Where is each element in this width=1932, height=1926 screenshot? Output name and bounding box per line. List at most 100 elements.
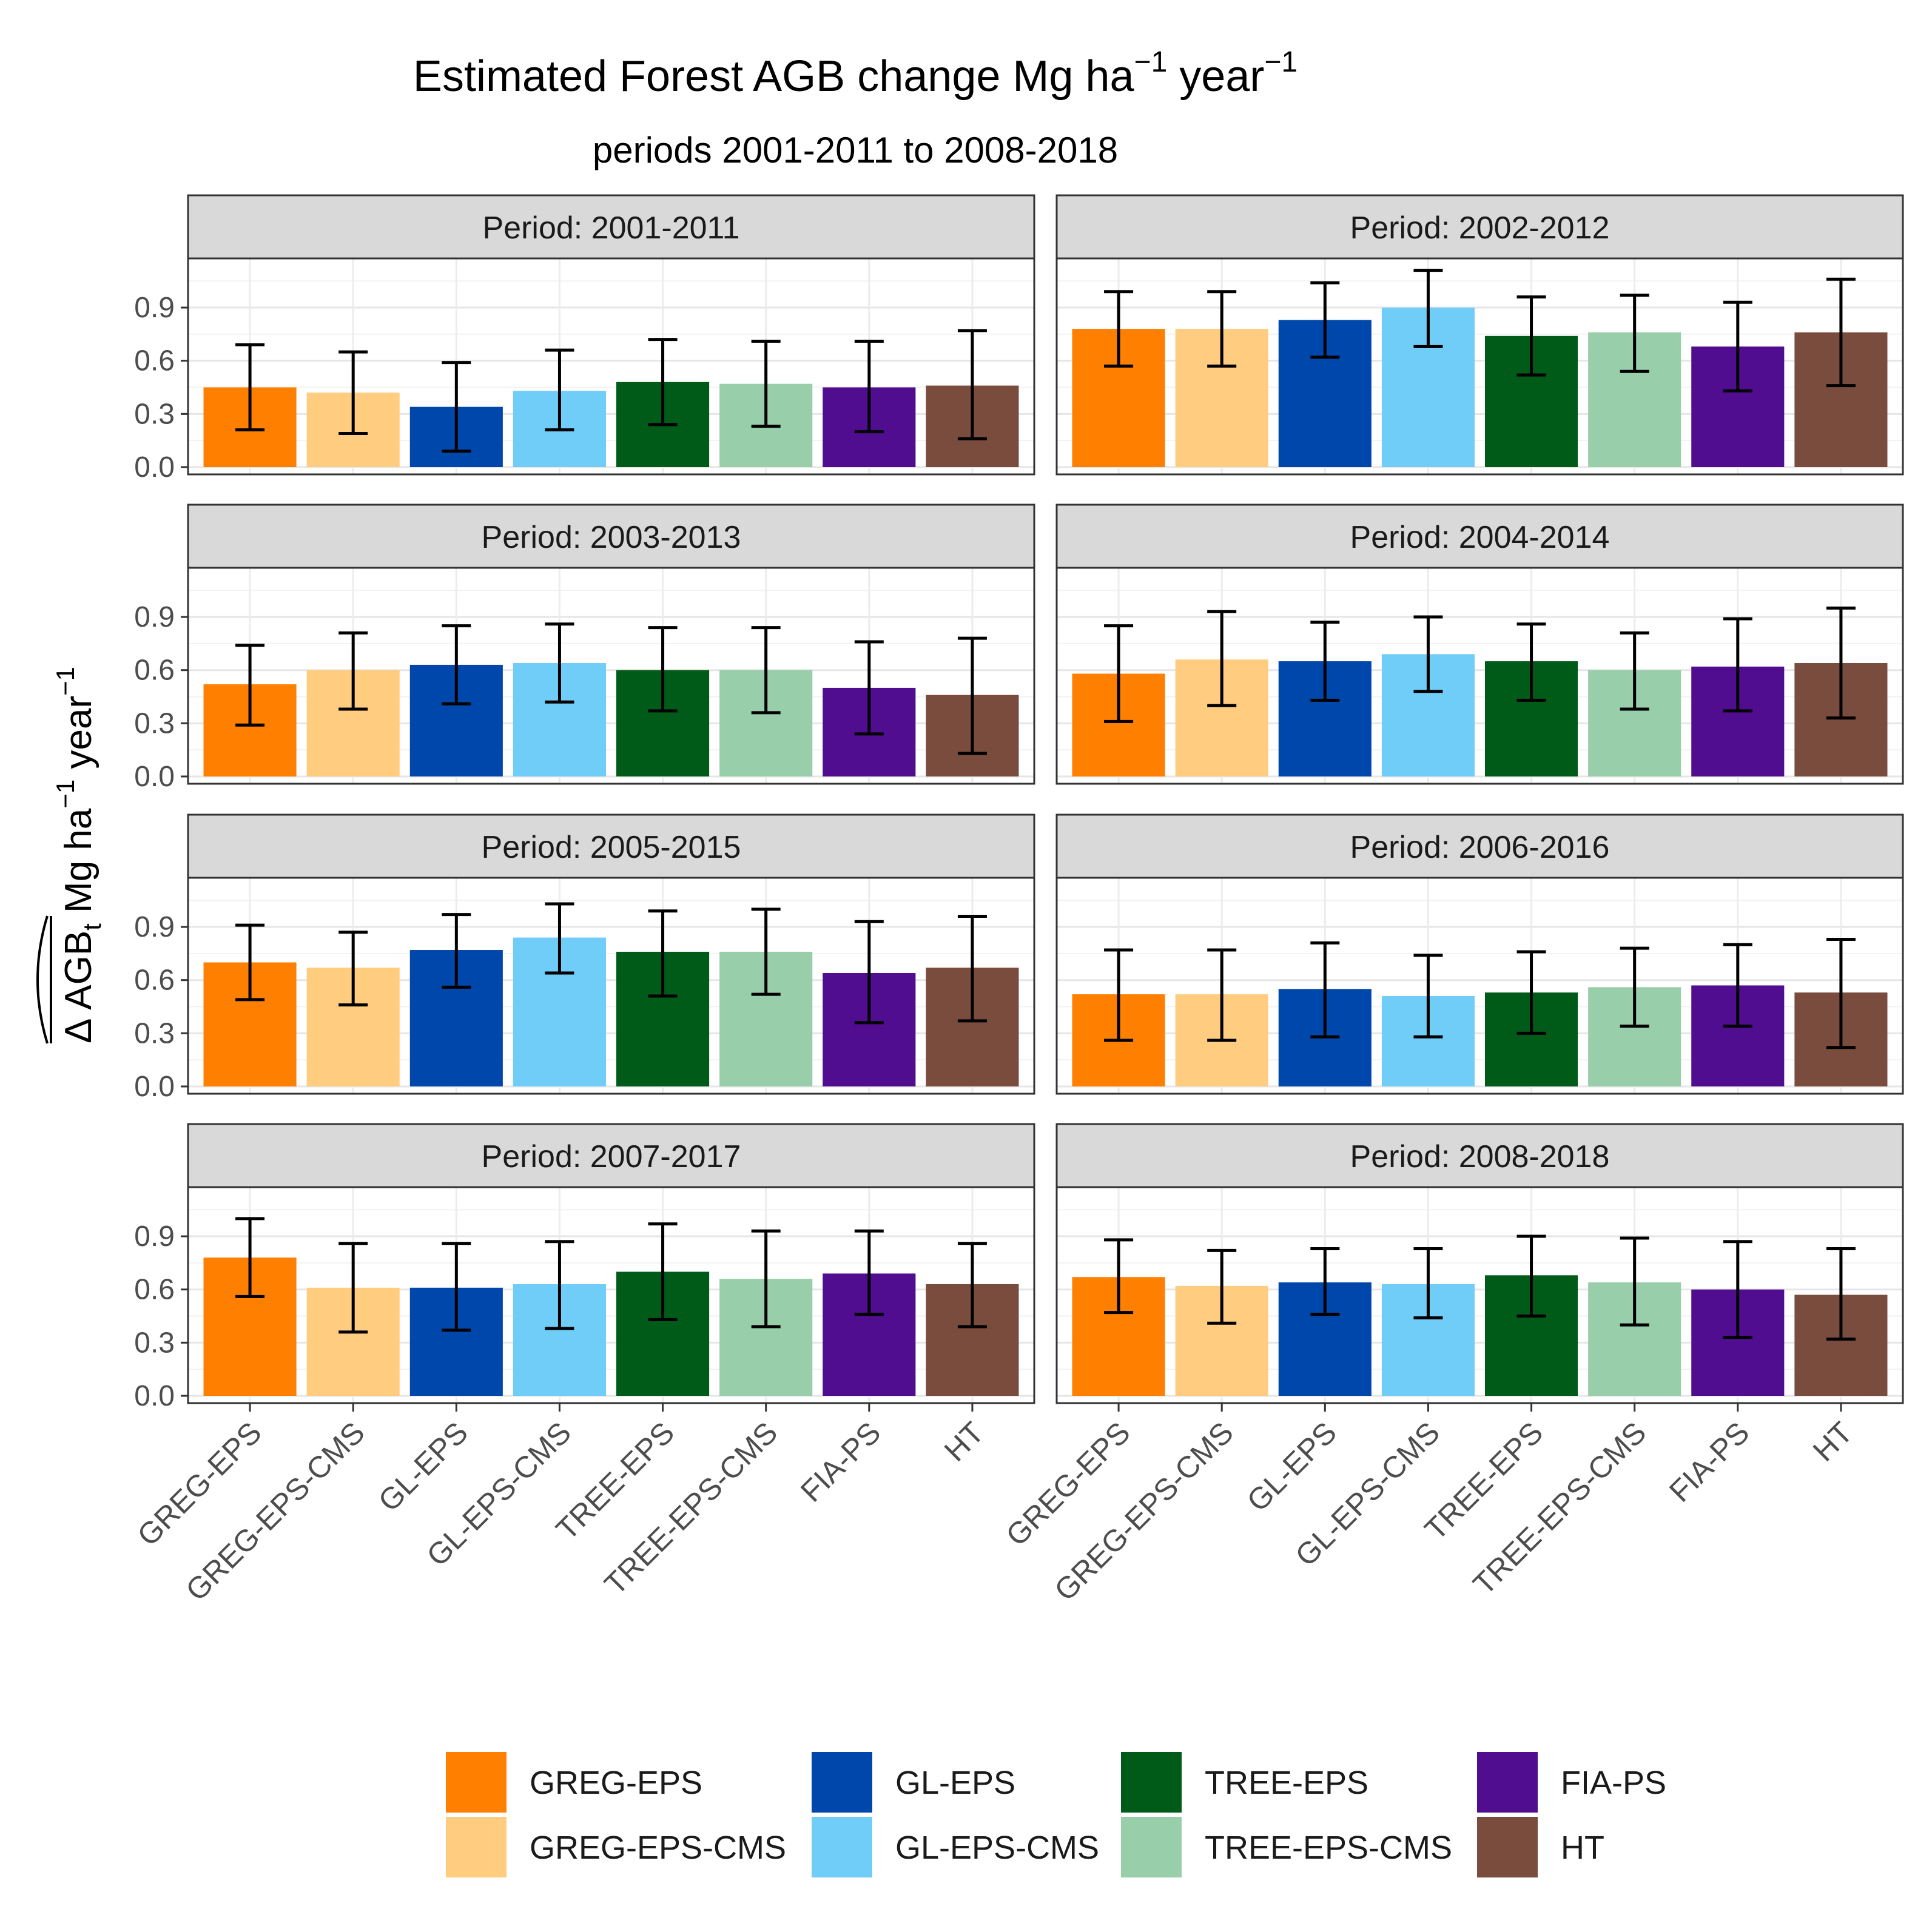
error-bar	[1723, 943, 1752, 1028]
y-tick-label: 0.3	[134, 1017, 175, 1049]
legend-item: GL-EPS-CMS	[812, 1817, 1099, 1877]
error-bar	[1826, 1247, 1856, 1341]
error-bar	[854, 920, 884, 1025]
y-tick-label: 0.0	[134, 761, 175, 793]
x-tick-label: GREG-EPS-CMS	[179, 1415, 371, 1608]
error-bar	[1413, 954, 1443, 1039]
x-tick-label: HT	[1806, 1415, 1859, 1468]
error-bar	[442, 361, 471, 453]
error-bar	[1620, 1236, 1649, 1327]
panel-border	[1055, 877, 1904, 1095]
error-bar	[1310, 281, 1340, 359]
x-tick-label: HT	[938, 1415, 991, 1468]
error-bar	[957, 915, 987, 1023]
error-bar	[338, 631, 368, 711]
error-bar	[1207, 610, 1237, 707]
y-axis-title-year: year	[58, 696, 99, 779]
error-bar	[545, 622, 574, 704]
panel-border	[187, 1186, 1035, 1404]
error-bar	[1826, 937, 1856, 1049]
legend-item: TREE-EPS-CMS	[1121, 1817, 1452, 1877]
y-tick-label: 0.9	[134, 292, 175, 324]
x-tick-label: TREE-EPS-CMS	[598, 1415, 784, 1601]
error-bar	[1620, 294, 1649, 373]
legend-swatch	[812, 1752, 872, 1813]
y-axis-title-units: Mg ha	[58, 808, 99, 923]
error-bar	[751, 626, 781, 715]
panel-border	[187, 257, 1035, 476]
facet-strip-label: Period: 2003-2013	[482, 520, 741, 555]
panel-border	[1055, 567, 1904, 785]
error-bar	[648, 909, 678, 998]
legend: GREG-EPS GL-EPS TREE-EPS FIA-PS GREG-EPS-CMS…	[446, 1752, 1666, 1877]
error-bar	[1104, 290, 1134, 368]
error-bar	[751, 1229, 781, 1328]
error-bar	[338, 931, 368, 1007]
svg-text:Estimated Forest AGB change Mg: Estimated Forest AGB change Mg ha−1 year…	[413, 46, 1298, 101]
legend-swatch	[1121, 1817, 1182, 1877]
legend-swatch	[446, 1817, 507, 1877]
facet-panel: Period: 2008-2018	[1055, 1123, 1904, 1412]
facet-panel: Period: 2001-2011 0.0 0.3 0.6 0.9	[134, 194, 1035, 483]
error-bar	[751, 907, 781, 996]
legend-label: GL-EPS	[895, 1765, 1015, 1801]
error-bar	[1413, 615, 1443, 693]
error-bar	[1104, 624, 1134, 723]
y-axis-title-hat	[36, 915, 49, 1044]
error-bar	[648, 338, 678, 426]
error-bar	[1516, 622, 1546, 702]
error-bar	[545, 1240, 574, 1330]
error-bar	[235, 343, 265, 432]
error-bar	[751, 340, 781, 428]
title-text: Estimated Forest AGB change Mg ha	[413, 52, 1135, 101]
error-bar	[1310, 941, 1340, 1039]
y-tick-label: 0.3	[134, 398, 175, 430]
legend-label: GL-EPS-CMS	[895, 1830, 1099, 1866]
y-tick-label: 0.9	[134, 911, 175, 943]
error-bar	[1723, 1240, 1752, 1339]
facet-strip	[1055, 503, 1904, 569]
facet-panel: Period: 2002-2012	[1055, 194, 1904, 476]
y-axis-title-superscript-1: −1	[51, 779, 79, 809]
facet-panel: Period: 2006-2016	[1055, 813, 1904, 1095]
legend-label: TREE-EPS-CMS	[1205, 1830, 1452, 1866]
error-bar	[957, 329, 987, 440]
error-bar	[1104, 948, 1134, 1042]
error-bar	[957, 636, 987, 755]
facet-panel: Period: 2003-2013 0.0 0.3 0.6 0.9	[134, 503, 1035, 793]
chart-title: Estimated Forest AGB change Mg ha−1 year…	[413, 46, 1298, 170]
title-superscript-2: −1	[1264, 46, 1298, 78]
x-tick-label: GL-EPS	[372, 1415, 474, 1518]
error-bar	[1207, 1248, 1237, 1325]
panel-border	[187, 567, 1035, 785]
error-bar	[1516, 950, 1546, 1035]
error-bar	[957, 1242, 987, 1328]
error-bar	[442, 1242, 471, 1332]
facet-strip	[187, 813, 1035, 879]
error-bar	[1826, 606, 1856, 720]
y-tick-label: 0.3	[134, 707, 175, 739]
facet-strip-label: Period: 2002-2012	[1350, 210, 1610, 246]
legend-item: GL-EPS	[812, 1752, 1015, 1813]
facet-strip-label: Period: 2007-2017	[482, 1139, 741, 1174]
y-tick-label: 0.0	[134, 1380, 175, 1412]
error-bar	[1723, 300, 1752, 392]
legend-swatch	[1477, 1752, 1538, 1813]
y-tick-label: 0.9	[134, 1221, 175, 1253]
y-tick-label: 0.9	[134, 601, 175, 633]
error-bar	[1413, 269, 1443, 348]
error-bar	[854, 640, 884, 736]
svg-text:Δ AGBt Mg ha−1 year−1: Δ AGBt Mg ha−1 year−1	[51, 667, 106, 1043]
error-bar	[1104, 1238, 1134, 1315]
error-bar	[235, 923, 265, 1002]
panel-border	[1055, 257, 1904, 476]
error-bar	[1207, 290, 1237, 368]
y-tick-label: 0.0	[134, 451, 175, 483]
legend-label: HT	[1561, 1830, 1604, 1866]
error-bar	[648, 626, 678, 713]
title-superscript-1: −1	[1134, 46, 1168, 78]
error-bar	[1723, 617, 1752, 713]
x-tick-label: TREE-EPS-CMS	[1467, 1415, 1653, 1601]
panel-border	[1055, 1186, 1904, 1404]
